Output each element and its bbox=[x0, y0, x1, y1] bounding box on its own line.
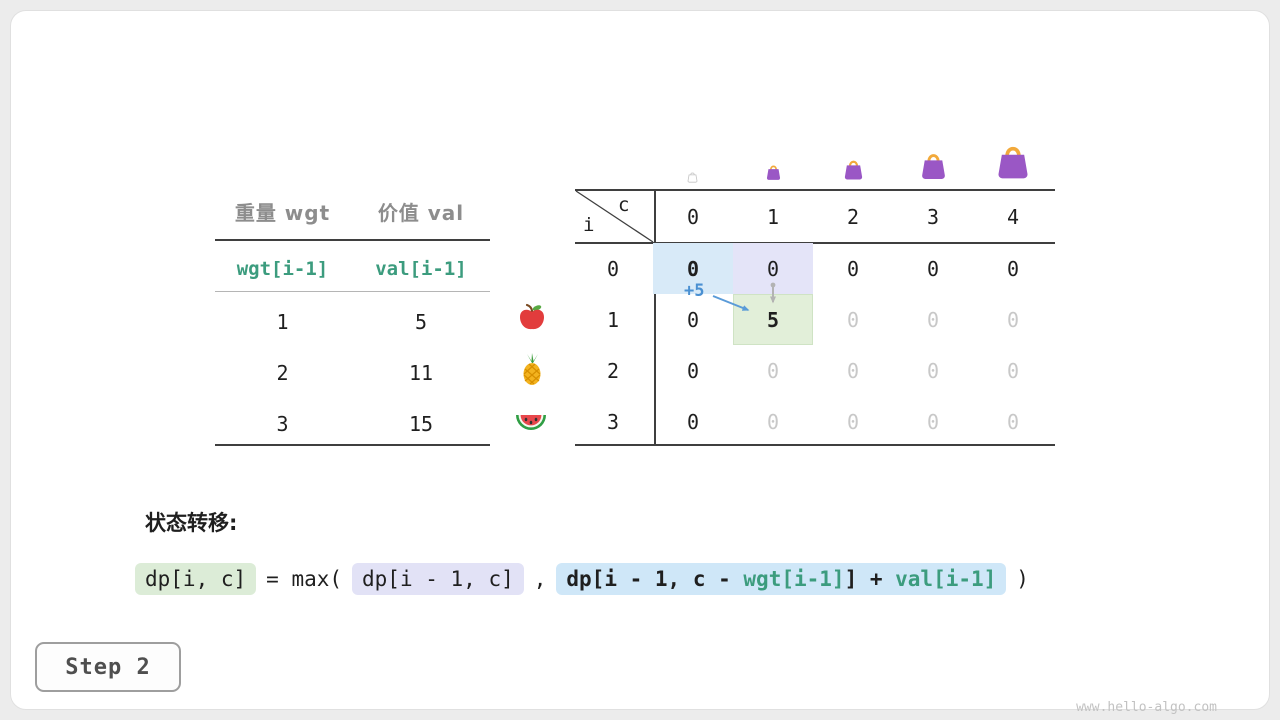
dp-cell: 0 bbox=[846, 307, 860, 332]
dp-cell: 0 bbox=[733, 243, 813, 294]
dp-cell: 0 bbox=[926, 307, 940, 332]
dp-corner-row-axis: i bbox=[583, 214, 595, 236]
items-header-rule bbox=[215, 239, 490, 241]
items-bottom-rule bbox=[215, 444, 490, 446]
item-row-weight: 3 bbox=[276, 412, 289, 436]
dp-top-rule bbox=[575, 189, 1055, 191]
dp-col-header: 0 bbox=[686, 205, 700, 229]
formula-term2-wgt: wgt[i-1] bbox=[743, 567, 845, 591]
dp-corner-col-axis: c bbox=[618, 194, 630, 216]
dp-row-header: 1 bbox=[606, 307, 620, 332]
item-row-weight: 1 bbox=[276, 310, 289, 334]
dp-row-header: 3 bbox=[606, 409, 620, 434]
bag-icon-col1 bbox=[764, 162, 783, 185]
watermark: www.hello-algo.com bbox=[1076, 700, 1217, 715]
dp-cell: 0 bbox=[1006, 307, 1020, 332]
formula-term2-mid: ] + bbox=[844, 567, 896, 591]
bag-icon-col4 bbox=[992, 139, 1034, 185]
items-wgt-formula: wgt[i-1] bbox=[236, 258, 329, 280]
item-row-value: 5 bbox=[414, 310, 428, 334]
dp-cell: 0 bbox=[926, 409, 940, 434]
dp-cell: 0 bbox=[686, 307, 700, 332]
step-badge: Step 2 bbox=[35, 642, 181, 692]
dp-cell: 0 bbox=[766, 409, 780, 434]
dp-cell: 0 bbox=[766, 358, 780, 383]
items-value-header: 价值 val bbox=[377, 200, 465, 225]
dp-cell: 0 bbox=[686, 409, 700, 434]
dp-col-header: 2 bbox=[846, 205, 860, 229]
dp-cell: 0 bbox=[926, 256, 940, 281]
formula-term2: dp[i - 1, c - wgt[i-1]] + val[i-1] bbox=[556, 563, 1007, 595]
dp-cell: 0 bbox=[846, 409, 860, 434]
dp-cell: 0 bbox=[846, 358, 860, 383]
dp-bottom-rule bbox=[575, 444, 1055, 446]
item-row-value: 11 bbox=[408, 361, 434, 385]
dp-row-header: 2 bbox=[606, 358, 620, 383]
dp-row-header: 0 bbox=[606, 256, 620, 281]
items-formula-rule bbox=[215, 291, 490, 292]
pineapple-icon bbox=[516, 352, 548, 386]
watermelon-icon bbox=[514, 406, 548, 436]
dp-cell: 0 bbox=[653, 243, 733, 294]
dp-vertical-rule bbox=[654, 189, 656, 446]
formula-term1: dp[i - 1, c] bbox=[352, 563, 524, 595]
dp-cell: 0 bbox=[846, 256, 860, 281]
annotation-plus-value: +5 bbox=[684, 281, 705, 301]
transition-formula: dp[i, c] = max( dp[i - 1, c] , dp[i - 1,… bbox=[135, 563, 1029, 595]
items-weight-header: 重量 wgt bbox=[234, 200, 331, 225]
dp-cell: 0 bbox=[1006, 409, 1020, 434]
dp-col-header: 1 bbox=[766, 205, 780, 229]
bag-icon-col2 bbox=[841, 156, 866, 185]
dp-col-header: 4 bbox=[1006, 205, 1020, 229]
items-val-formula: val[i-1] bbox=[375, 258, 467, 280]
apple-icon bbox=[516, 301, 548, 333]
dp-header-rule bbox=[575, 242, 1055, 244]
item-row-value: 15 bbox=[408, 412, 434, 436]
formula-term2-prefix: dp[i - 1, c - bbox=[566, 567, 744, 591]
item-row-weight: 2 bbox=[276, 361, 289, 385]
dp-cell: 0 bbox=[1006, 358, 1020, 383]
formula-lhs: dp[i, c] bbox=[135, 563, 257, 595]
dp-cell: 0 bbox=[686, 358, 700, 383]
transition-label: 状态转移: bbox=[145, 511, 238, 535]
bag-icon-col0 bbox=[686, 168, 699, 187]
formula-term2-val: val[i-1] bbox=[895, 567, 997, 591]
bag-icon-col3 bbox=[917, 148, 950, 185]
dp-cell: 0 bbox=[1006, 256, 1020, 281]
dp-cell: 0 bbox=[926, 358, 940, 383]
dp-col-header: 3 bbox=[926, 205, 940, 229]
dp-cell-current: 5 bbox=[733, 294, 813, 345]
formula-equals-max: = max( bbox=[266, 567, 343, 591]
formula-comma: , bbox=[533, 567, 547, 591]
formula-close-paren: ) bbox=[1016, 567, 1029, 591]
